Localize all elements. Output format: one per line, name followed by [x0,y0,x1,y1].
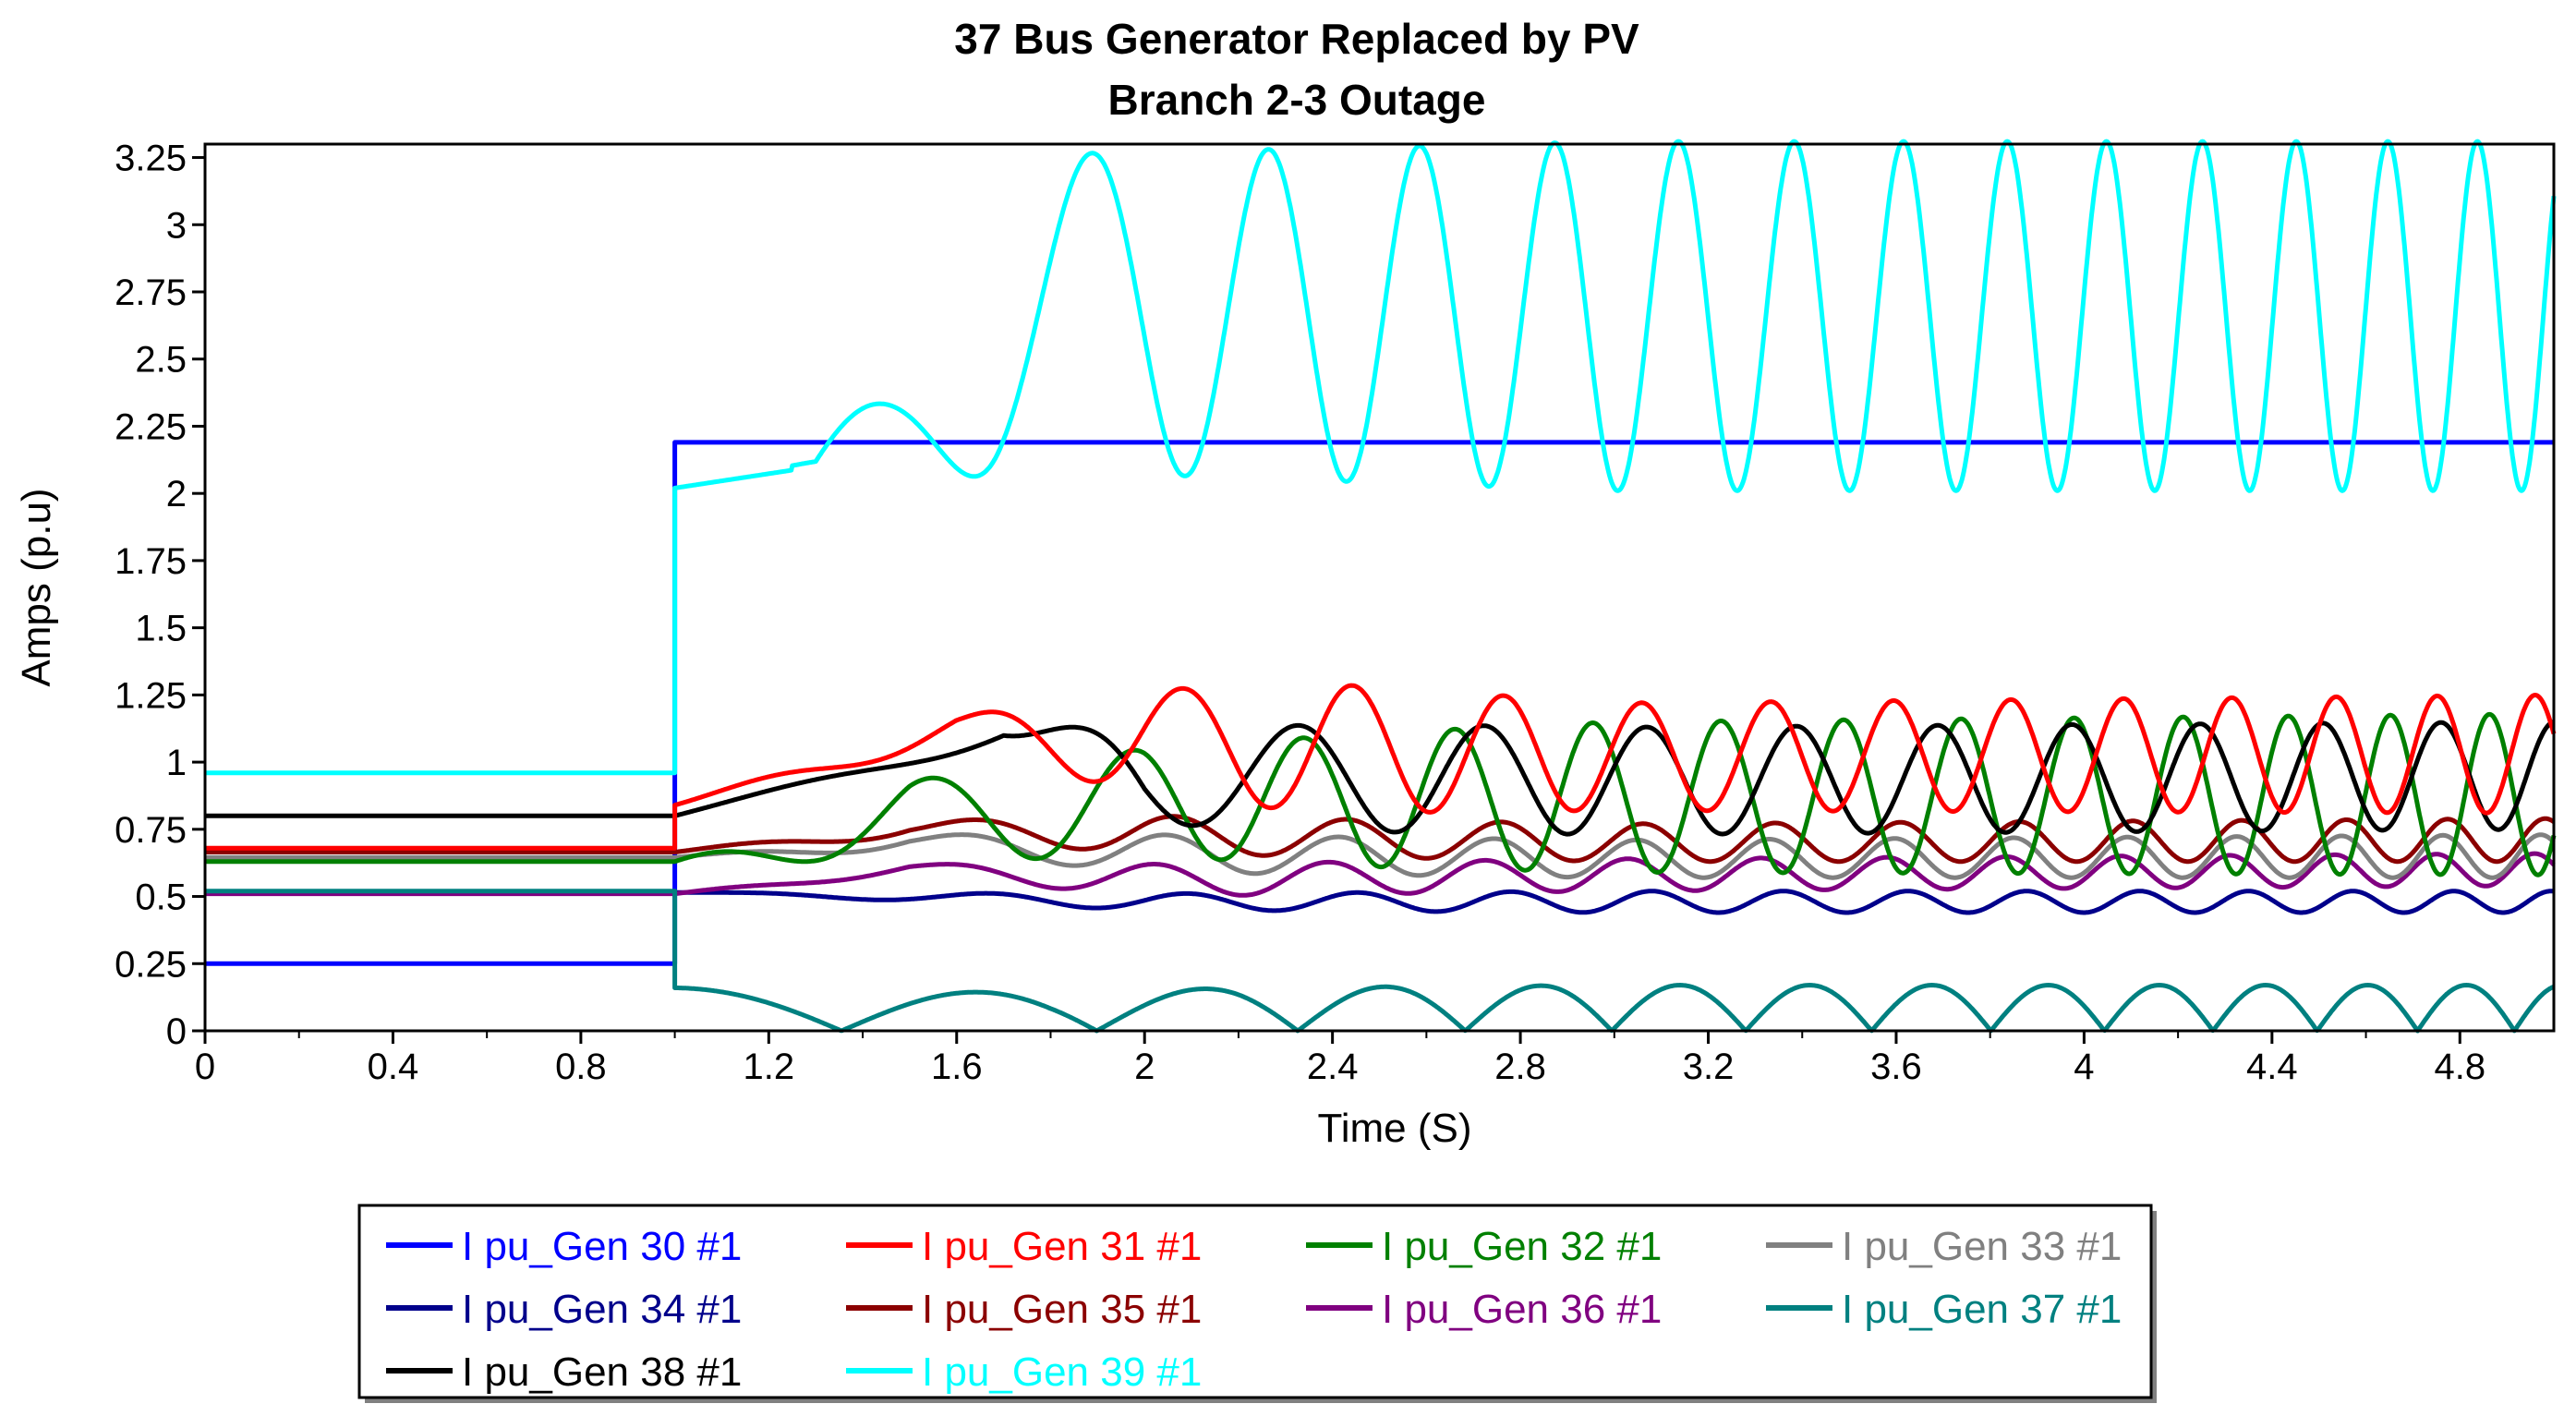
series-group [205,139,2557,1034]
legend: I pu_Gen 30 #1 I pu_Gen 31 #1 I pu_Gen 32 … [357,1204,2157,1403]
chart-title-line-1: 37 Bus Generator Replaced by PV [954,15,1639,63]
legend-box [357,1204,2153,1399]
series-line-i-pu-gen-32-1 [205,711,2557,877]
x-tick-label: 3.6 [1870,1047,1922,1087]
plot-frame [203,142,2556,1033]
y-tick-label: 1.5 [135,609,187,649]
y-tick-label: 2.25 [115,406,187,447]
legend-label: I pu_Gen 38 #1 [462,1349,742,1395]
x-tick-label: 3.2 [1683,1047,1735,1087]
y-tick-label: 2 [166,474,187,514]
series-line-i-pu-gen-36-1 [205,851,2556,898]
x-tick-label: 1.6 [931,1047,983,1087]
y-axis-label: Amps (p.u) [14,488,59,686]
series-line-i-pu-gen-38-1 [205,720,2556,837]
legend-label: I pu_Gen 30 #1 [462,1224,742,1269]
chart-title-line-2: Branch 2-3 Outage [1108,76,1486,124]
legend-label: I pu_Gen 34 #1 [462,1287,742,1332]
y-tick-label: 0.25 [115,944,187,985]
y-tick-label: 0 [166,1011,187,1052]
y-tick-label: 2.5 [135,340,187,381]
y-axis-ticks: 0 0.25 0.5 0.75 1 1.25 1.5 1.75 2 2.25 2.5 2.75 3 3.2… [115,139,205,1052]
x-axis-label: Time (S) [1317,1106,1471,1151]
legend-label: I pu_Gen 39 #1 [922,1349,1202,1395]
legend-label: I pu_Gen 32 #1 [1382,1224,1662,1269]
x-tick-label: 2.8 [1494,1047,1546,1087]
y-tick-label: 0.5 [135,877,187,918]
y-tick-label: 3.25 [115,139,187,179]
y-tick-label: 2.75 [115,272,187,313]
x-tick-label: 4 [2074,1047,2094,1087]
legend-label: I pu_Gen 37 #1 [1842,1287,2122,1332]
x-tick-label: 0 [195,1047,215,1087]
x-axis-ticks: 0 0.4 0.8 1.2 1.6 2 2.4 2.8 3.2 3.6 4 4.4 4.8 [195,1031,2485,1087]
series-line-i-pu-gen-31-1 [205,683,2557,851]
legend-label: I pu_Gen 35 #1 [922,1287,1202,1332]
x-tick-label: 2 [1134,1047,1155,1087]
x-tick-label: 2.4 [1307,1047,1359,1087]
series-line-i-pu-gen-34-1 [205,889,2556,915]
x-tick-label: 1.2 [744,1047,795,1087]
legend-label: I pu_Gen 31 #1 [922,1224,1202,1269]
legend-label: I pu_Gen 36 #1 [1382,1287,1662,1332]
series-line-i-pu-gen-33-1 [205,832,2556,880]
y-tick-label: 1 [166,743,187,783]
x-tick-label: 4.4 [2246,1047,2298,1087]
series-line-i-pu-gen-39-1 [205,139,2557,776]
y-tick-label: 1.75 [115,541,187,582]
x-tick-label: 4.8 [2434,1047,2485,1087]
y-tick-label: 1.25 [115,675,187,716]
x-tick-label: 0.4 [368,1047,419,1087]
y-tick-label: 0.75 [115,810,187,851]
y-tick-label: 3 [166,205,187,246]
legend-label: I pu_Gen 33 #1 [1842,1224,2122,1269]
series-line-i-pu-gen-37-1 [205,889,2556,1034]
x-tick-label: 0.8 [555,1047,607,1087]
